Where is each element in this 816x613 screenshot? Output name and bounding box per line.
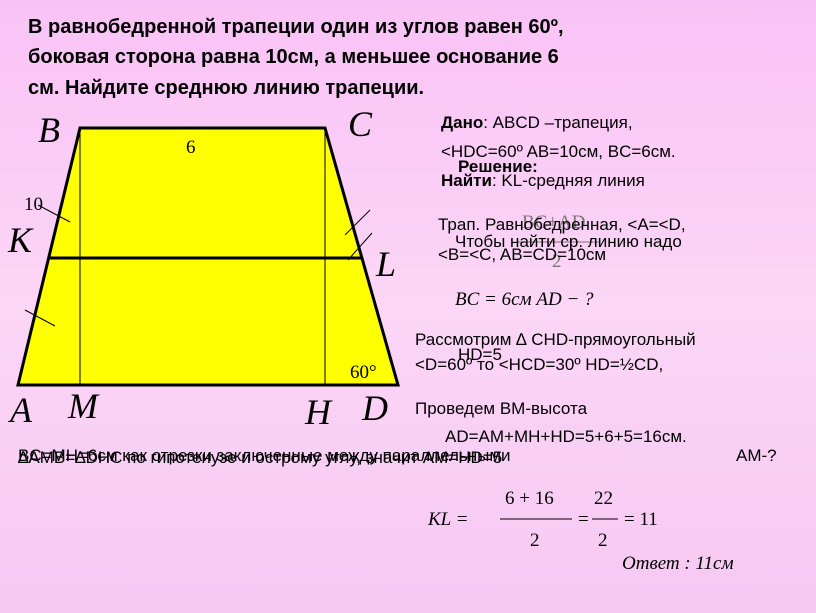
given-line: <HDC=60º AB=10см, BC=6см. bbox=[441, 142, 676, 161]
find-label: Найти bbox=[441, 171, 492, 190]
answer: Ответ : 11см bbox=[622, 553, 734, 574]
formula-eq: = bbox=[578, 509, 589, 530]
solution-line: <B=<C, AB=CD=10см bbox=[438, 245, 606, 264]
solution-line: Рассмотрим ∆ CHD-прямоугольный bbox=[415, 330, 696, 349]
solution-line: HD=5 bbox=[458, 345, 502, 364]
solution-line: AM-? bbox=[736, 446, 777, 465]
formula-num: 22 bbox=[594, 488, 613, 509]
tick bbox=[347, 232, 373, 261]
solution-line: <D=60º то <HCD=30º HD=½CD, bbox=[415, 355, 663, 374]
angle-label: 60° bbox=[350, 362, 377, 383]
point-label: M bbox=[67, 386, 100, 426]
formula-rhs: = 11 bbox=[624, 509, 658, 530]
solution-line: Чтобы найти ср. линию надо bbox=[455, 232, 682, 251]
tick bbox=[344, 209, 371, 236]
side-label: 6 bbox=[186, 137, 196, 158]
side-label: 10 bbox=[24, 194, 43, 215]
vertex-label: B bbox=[38, 110, 60, 150]
title-line: см. Найдите среднюю линию трапеции. bbox=[28, 77, 424, 99]
known: BC = 6см AD − ? bbox=[455, 289, 594, 310]
given-text: : ABCD –трапеция, bbox=[483, 113, 632, 132]
solution-line: BC=MH=6см как отрезки заключенные между … bbox=[18, 446, 511, 465]
vertex-label: C bbox=[348, 104, 373, 144]
point-label: K bbox=[7, 220, 34, 260]
point-label: L bbox=[375, 244, 396, 284]
vertex-label: D bbox=[361, 388, 388, 428]
formula-lhs: KL = bbox=[427, 509, 468, 530]
point-label: H bbox=[304, 392, 333, 432]
formula-den: 2 bbox=[598, 530, 608, 551]
title-line: боковая сторона равна 10см, а меньшее ос… bbox=[28, 46, 559, 68]
solution-line: ∆AMB=∆DHC по гипотенузе и острому углу, … bbox=[18, 448, 502, 467]
formula-denominator: 2 bbox=[552, 251, 562, 272]
solution-line: Проведем BM-высота bbox=[415, 399, 588, 418]
tick bbox=[24, 309, 56, 327]
given: Дано: ABCD –трапеция, bbox=[441, 113, 633, 132]
solution-heading: Решение: bbox=[458, 157, 538, 176]
given-label: Дано bbox=[441, 113, 483, 132]
title-line: В равнобедренной трапеции один из углов … bbox=[28, 16, 564, 38]
vertex-label: A bbox=[8, 390, 33, 430]
solution-line: AD=AM+MH+HD=5+6+5=16см. bbox=[445, 427, 687, 446]
find-text: : KL-средняя линия bbox=[492, 171, 645, 190]
formula-den: 2 bbox=[530, 530, 540, 551]
find: Найти: KL-средняя линия bbox=[441, 171, 645, 190]
tick bbox=[37, 204, 71, 223]
formula-numerator: BC+AD bbox=[522, 212, 586, 233]
solution-line: Трап. Равнобедренная, <A=<D, bbox=[438, 215, 686, 234]
formula-num: 6 + 16 bbox=[505, 488, 554, 509]
